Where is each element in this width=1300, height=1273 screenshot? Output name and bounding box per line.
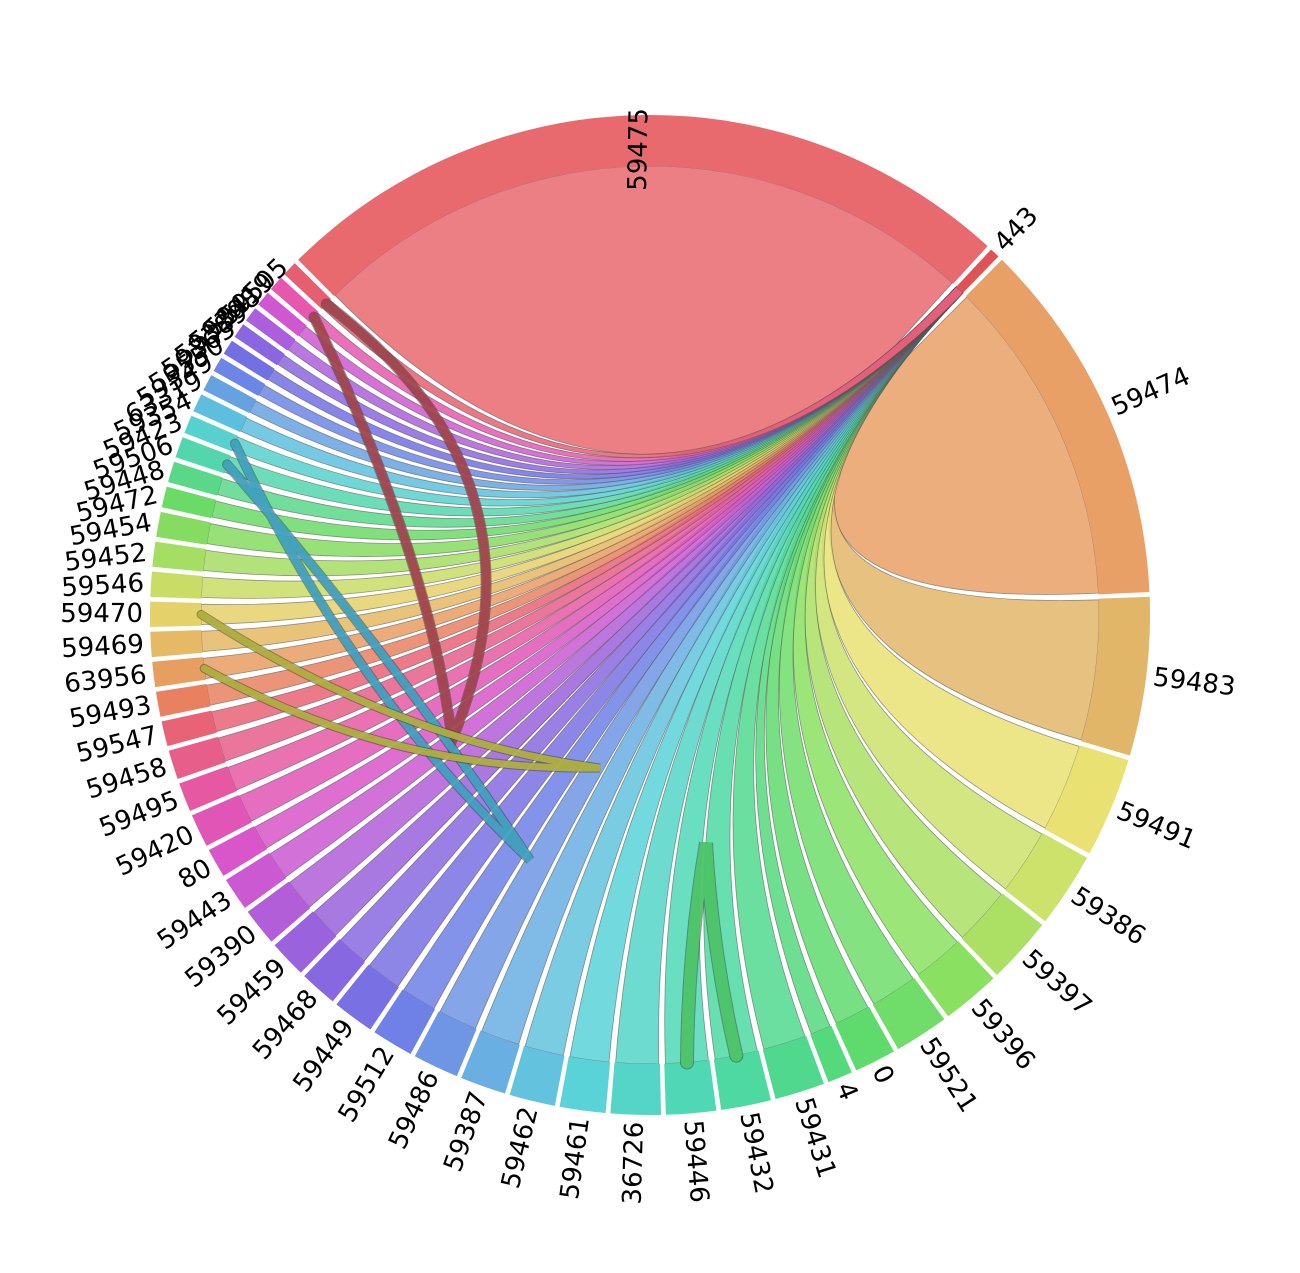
- node-arc-443: [956, 249, 999, 294]
- node-arc-59472: [161, 486, 217, 519]
- node-arc-59431: [762, 1035, 824, 1099]
- node-label-59397: 59397: [1016, 944, 1097, 1022]
- node-arc-59486: [414, 1011, 477, 1077]
- node-arc-59462: [509, 1045, 565, 1106]
- node-arc-59461: [559, 1056, 611, 1114]
- node-label-59483: 59483: [1151, 662, 1237, 702]
- node-label-0: 0: [866, 1061, 900, 1089]
- node-arc-59493: [155, 683, 211, 717]
- node-arc-59423: [184, 415, 239, 452]
- node-arc-4: [810, 1025, 852, 1083]
- ribbons-layer: [200, 165, 1100, 1065]
- loop-59506-59423: [223, 439, 534, 863]
- node-arc-59398: [258, 292, 307, 337]
- node-arc-59521: [872, 978, 945, 1050]
- node-arc-59550: [223, 340, 275, 381]
- node-arc-59474: [966, 259, 1150, 595]
- loops-layer: [196, 298, 744, 1070]
- node-arc-59354: [193, 394, 248, 433]
- node-arc-59546: [150, 571, 203, 599]
- node-label-59521: 59521: [913, 1032, 983, 1118]
- node-arc-59468: [304, 939, 366, 1002]
- node-arc-59387: [461, 1030, 520, 1094]
- node-arc-36726: [610, 1062, 662, 1116]
- node-arc-59483: [1080, 596, 1151, 756]
- node-arc-59454: [156, 511, 211, 545]
- node-label-59396: 59396: [965, 993, 1041, 1076]
- node-arc-59506: [175, 437, 231, 474]
- node-arc-59363: [234, 324, 285, 366]
- node-label-59432: 59432: [733, 1110, 778, 1197]
- node-arc-0: [835, 1006, 894, 1071]
- node-arc-59505: [284, 263, 331, 309]
- node-label-59387: 59387: [438, 1088, 494, 1176]
- node-arc-59443: [225, 852, 287, 908]
- node-label-59461: 59461: [555, 1115, 596, 1201]
- node-arc-59449: [336, 964, 399, 1030]
- loop-59432-59446: [680, 842, 743, 1069]
- node-label-443: 443: [988, 201, 1044, 258]
- node-label-59386: 59386: [1065, 881, 1151, 952]
- node-arc-59396: [917, 941, 994, 1017]
- arcs-layer: [149, 114, 1151, 1116]
- node-label-59431: 59431: [788, 1094, 841, 1182]
- node-arc-59495: [179, 766, 237, 812]
- node-arc-80: [208, 826, 267, 876]
- node-label-59470: 59470: [60, 599, 143, 629]
- node-label-59462: 59462: [496, 1104, 545, 1191]
- node-label-36726: 36726: [618, 1121, 650, 1205]
- node-arc-59446: [664, 1060, 717, 1115]
- node-arc-59458: [168, 736, 226, 779]
- node-arc-59397: [961, 893, 1043, 976]
- node-arc-59389: [246, 308, 296, 351]
- node-arc-59491: [1044, 745, 1129, 854]
- node-arc-59390: [247, 881, 311, 942]
- loop-63956-59470: [197, 610, 601, 772]
- node-label-4: 4: [829, 1078, 863, 1105]
- node-arc-59549: [213, 357, 265, 396]
- node-arc-59547: [161, 710, 217, 747]
- node-arc-63319: [203, 375, 257, 414]
- node-label-59475: 59475: [623, 108, 655, 191]
- node-arc-59475: [298, 114, 988, 296]
- node-label-59474: 59474: [1107, 361, 1195, 422]
- node-arc-59469: [150, 630, 203, 658]
- node-arc-63956: [152, 657, 206, 688]
- node-arc-59470: [149, 601, 202, 627]
- node-label-59469: 59469: [60, 629, 144, 664]
- node-label-80: 80: [173, 853, 217, 895]
- node-arc-59448: [168, 461, 223, 496]
- node-arc-59420: [191, 794, 252, 846]
- node-arc-59452: [152, 541, 206, 572]
- node-arc-59459: [274, 911, 337, 973]
- node-arc-59386: [1004, 832, 1088, 922]
- node-arc-59419: [270, 277, 319, 323]
- node-arc-59432: [713, 1050, 771, 1110]
- node-label-59446: 59446: [677, 1119, 714, 1204]
- node-label-59546: 59546: [60, 568, 144, 603]
- node-arc-59512: [374, 989, 436, 1054]
- node-label-59491: 59491: [1112, 796, 1200, 856]
- node-label-59486: 59486: [383, 1066, 446, 1154]
